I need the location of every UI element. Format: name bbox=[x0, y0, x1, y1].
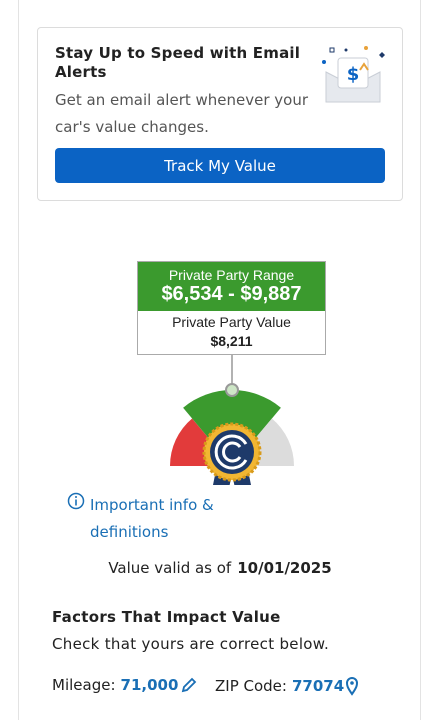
card-title: Stay Up to Speed with Email Alerts bbox=[55, 44, 301, 81]
range-box: Private Party Range $6,534 - $9,887 bbox=[137, 261, 326, 312]
valid-date: Value valid as of 10/01/2025 bbox=[0, 559, 440, 577]
factors-subtitle: Check that yours are correct below. bbox=[52, 635, 330, 653]
valid-label: Value valid as of bbox=[108, 559, 232, 577]
range-label: Private Party Range bbox=[168, 267, 295, 283]
alert-card: Stay Up to Speed with Email Alerts Get a… bbox=[37, 27, 403, 201]
zip-label: ZIP Code: bbox=[215, 677, 287, 695]
mileage-value: 71,000 bbox=[120, 676, 179, 694]
valid-date-value: 10/01/2025 bbox=[237, 559, 332, 577]
value-amount: $8,211 bbox=[210, 333, 253, 349]
page-edge bbox=[18, 0, 19, 720]
range-value: $6,534 - $9,887 bbox=[161, 283, 302, 305]
zip-value: 77074 bbox=[291, 677, 345, 695]
card-description: Get an email alert whenever your car's v… bbox=[55, 91, 309, 136]
value-box: Private Party Value $8,211 bbox=[137, 311, 326, 355]
email-illustration: $ bbox=[322, 46, 385, 103]
zip-code: ZIP Code: 77074 bbox=[215, 676, 360, 696]
svg-text:$: $ bbox=[347, 64, 360, 85]
mileage: Mileage: 71,000 bbox=[52, 676, 198, 694]
info-icon bbox=[67, 492, 85, 510]
edit-icon[interactable] bbox=[178, 676, 198, 694]
info-link[interactable]: Important info & definitions bbox=[90, 496, 214, 541]
track-button[interactable]: Track My Value bbox=[55, 148, 385, 183]
factors-title: Factors That Impact Value bbox=[52, 608, 281, 626]
value-gauge bbox=[169, 355, 295, 485]
mileage-label: Mileage: bbox=[52, 676, 116, 694]
value-label: Private Party Value bbox=[172, 314, 291, 330]
page-edge bbox=[420, 0, 421, 720]
location-icon[interactable] bbox=[344, 676, 360, 696]
